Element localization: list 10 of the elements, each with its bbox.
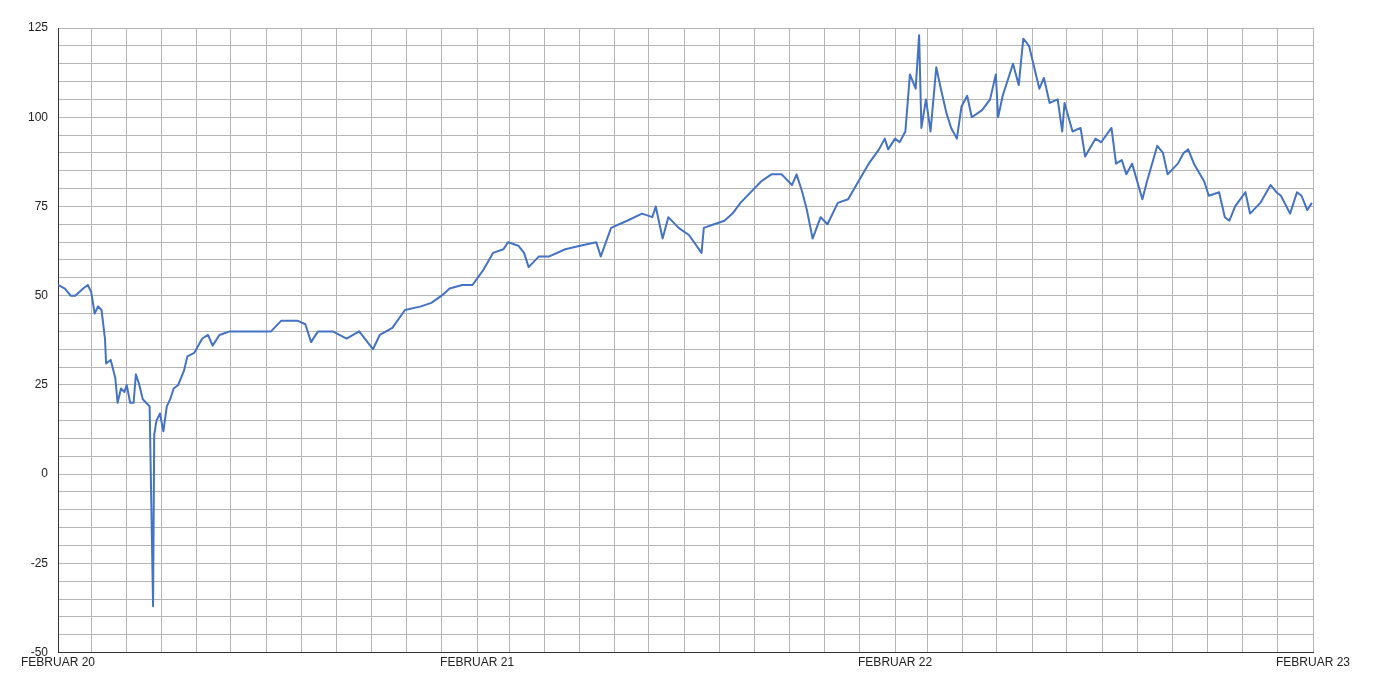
y-tick-label: 125 <box>27 20 49 35</box>
x-tick-label: FEBRUAR 21 <box>440 655 515 670</box>
y-tick-label: 100 <box>27 109 49 124</box>
y-tick-label: 25 <box>34 377 49 392</box>
y-tick-label: 75 <box>34 198 49 213</box>
y-tick-label: -25 <box>30 555 49 570</box>
y-tick-label: 50 <box>34 288 49 302</box>
x-tick-label: FEBRUAR 23 <box>1275 655 1351 670</box>
y-tick-label: 0 <box>41 466 49 481</box>
x-tick-label: FEBRUAR 22 <box>858 655 933 670</box>
